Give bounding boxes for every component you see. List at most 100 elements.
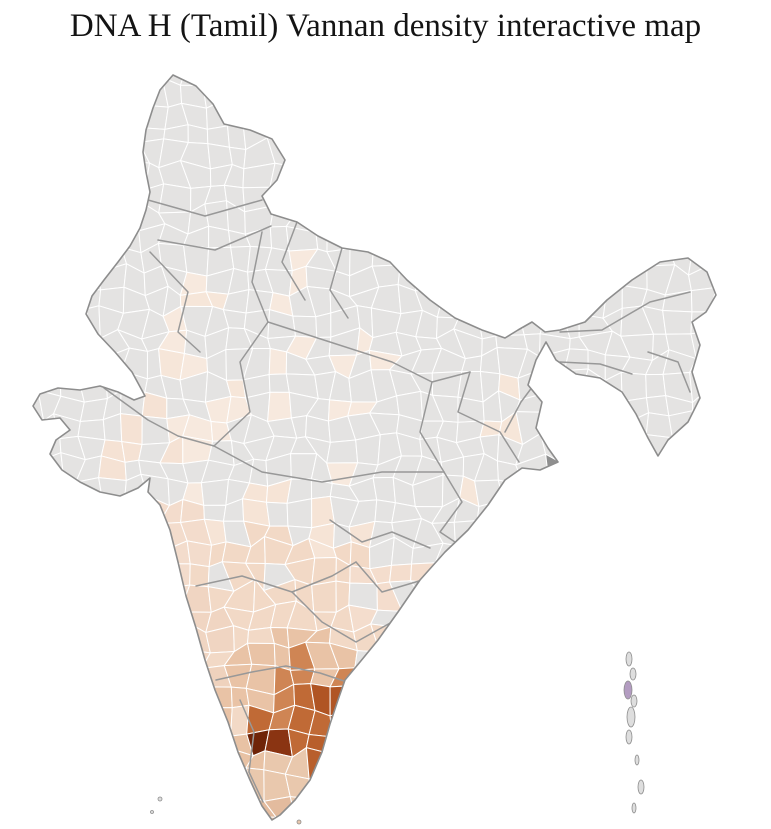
district-cell[interactable]: [479, 812, 506, 829]
district-cell[interactable]: [375, 746, 402, 779]
district-cell[interactable]: [604, 754, 635, 778]
district-cell[interactable]: [326, 227, 353, 253]
district-cell[interactable]: [705, 223, 735, 256]
district-cell[interactable]: [329, 99, 359, 126]
district-cell[interactable]: [96, 709, 120, 735]
district-cell[interactable]: [663, 102, 695, 128]
district-cell[interactable]: [484, 620, 502, 656]
district-cell[interactable]: [726, 421, 756, 443]
district-cell[interactable]: [518, 561, 549, 588]
district-cell[interactable]: [123, 125, 147, 146]
district-cell[interactable]: [431, 204, 459, 226]
district-cell[interactable]: [53, 689, 79, 715]
andaman-3-island[interactable]: [630, 694, 638, 708]
district-cell[interactable]: [585, 799, 605, 819]
district-cell[interactable]: [705, 331, 731, 357]
district-cell[interactable]: [495, 140, 527, 169]
district-cell[interactable]: [541, 368, 565, 396]
district-cell[interactable]: [668, 410, 694, 440]
district-cell[interactable]: [54, 75, 87, 109]
district-cell[interactable]: [560, 814, 592, 829]
district-cell[interactable]: [620, 727, 654, 759]
district-cell[interactable]: [651, 460, 675, 482]
district-cell[interactable]: [705, 311, 731, 340]
district-cell[interactable]: [76, 186, 108, 211]
district-cell[interactable]: [350, 149, 380, 169]
district-cell[interactable]: [12, 222, 35, 249]
district-cell[interactable]: [455, 81, 475, 97]
district-cell[interactable]: [476, 146, 502, 172]
district-cell[interactable]: [662, 309, 693, 335]
district-cell[interactable]: [620, 537, 655, 563]
district-cell[interactable]: [538, 54, 565, 87]
district-cell[interactable]: [454, 750, 483, 781]
district-cell[interactable]: [368, 165, 400, 190]
district-cell[interactable]: [420, 598, 444, 627]
district-cell[interactable]: [145, 578, 171, 604]
district-cell[interactable]: [200, 788, 234, 821]
district-cell[interactable]: [14, 620, 41, 653]
district-cell[interactable]: [690, 183, 715, 211]
district-cell[interactable]: [439, 688, 457, 716]
district-cell[interactable]: [690, 705, 710, 736]
district-cell[interactable]: [18, 332, 42, 358]
district-cell[interactable]: [58, 600, 86, 634]
district-cell[interactable]: [622, 227, 651, 255]
district-cell[interactable]: [537, 161, 561, 192]
district-cell[interactable]: [36, 478, 67, 506]
district-cell[interactable]: [684, 619, 711, 647]
district-cell[interactable]: [390, 690, 417, 718]
district-cell[interactable]: [685, 685, 706, 711]
district-cell[interactable]: [414, 816, 444, 829]
district-cell[interactable]: [726, 339, 751, 356]
district-cell[interactable]: [580, 393, 613, 421]
district-cell[interactable]: [396, 76, 424, 101]
district-cell[interactable]: [117, 730, 149, 755]
district-cell[interactable]: [564, 705, 588, 732]
district-cell[interactable]: [348, 78, 377, 105]
district-cell[interactable]: [620, 147, 654, 167]
district-cell[interactable]: [267, 391, 292, 423]
district-cell[interactable]: [185, 684, 213, 709]
district-cell[interactable]: [560, 692, 587, 708]
district-cell[interactable]: [74, 494, 103, 523]
district-cell[interactable]: [15, 457, 45, 483]
district-cell[interactable]: [291, 811, 316, 829]
district-cell[interactable]: [623, 499, 654, 525]
district-cell[interactable]: [495, 124, 527, 148]
district-cell[interactable]: [502, 57, 525, 87]
district-cell[interactable]: [77, 600, 108, 634]
district-cell[interactable]: [559, 522, 583, 545]
district-cell[interactable]: [97, 263, 128, 291]
district-cell[interactable]: [34, 501, 68, 528]
district-cell[interactable]: [495, 643, 521, 667]
district-cell[interactable]: [77, 809, 109, 829]
district-cell[interactable]: [580, 538, 612, 569]
district-cell[interactable]: [95, 773, 127, 803]
district-cell[interactable]: [36, 57, 59, 80]
district-cell[interactable]: [141, 729, 164, 751]
district-cell[interactable]: [705, 368, 732, 397]
district-cell[interactable]: [687, 410, 716, 440]
district-cell[interactable]: [335, 789, 355, 819]
district-cell[interactable]: [101, 183, 120, 211]
district-cell[interactable]: [414, 264, 445, 292]
district-cell[interactable]: [203, 504, 227, 522]
district-cell[interactable]: [646, 185, 672, 209]
district-cell[interactable]: [642, 474, 675, 501]
district-cell[interactable]: [578, 228, 611, 251]
district-cell[interactable]: [393, 244, 421, 269]
andaman-2-island[interactable]: [629, 667, 637, 681]
district-cell[interactable]: [74, 649, 108, 672]
district-cell[interactable]: [457, 266, 481, 290]
district-cell[interactable]: [433, 250, 466, 275]
district-cell[interactable]: [17, 244, 37, 269]
district-cell[interactable]: [410, 664, 443, 697]
district-cell[interactable]: [736, 270, 759, 295]
district-cell[interactable]: [95, 688, 119, 717]
district-cell[interactable]: [117, 705, 149, 735]
district-cell[interactable]: [36, 369, 62, 397]
district-cell[interactable]: [578, 651, 612, 668]
district-cell[interactable]: [603, 249, 627, 274]
district-cell[interactable]: [292, 159, 320, 192]
